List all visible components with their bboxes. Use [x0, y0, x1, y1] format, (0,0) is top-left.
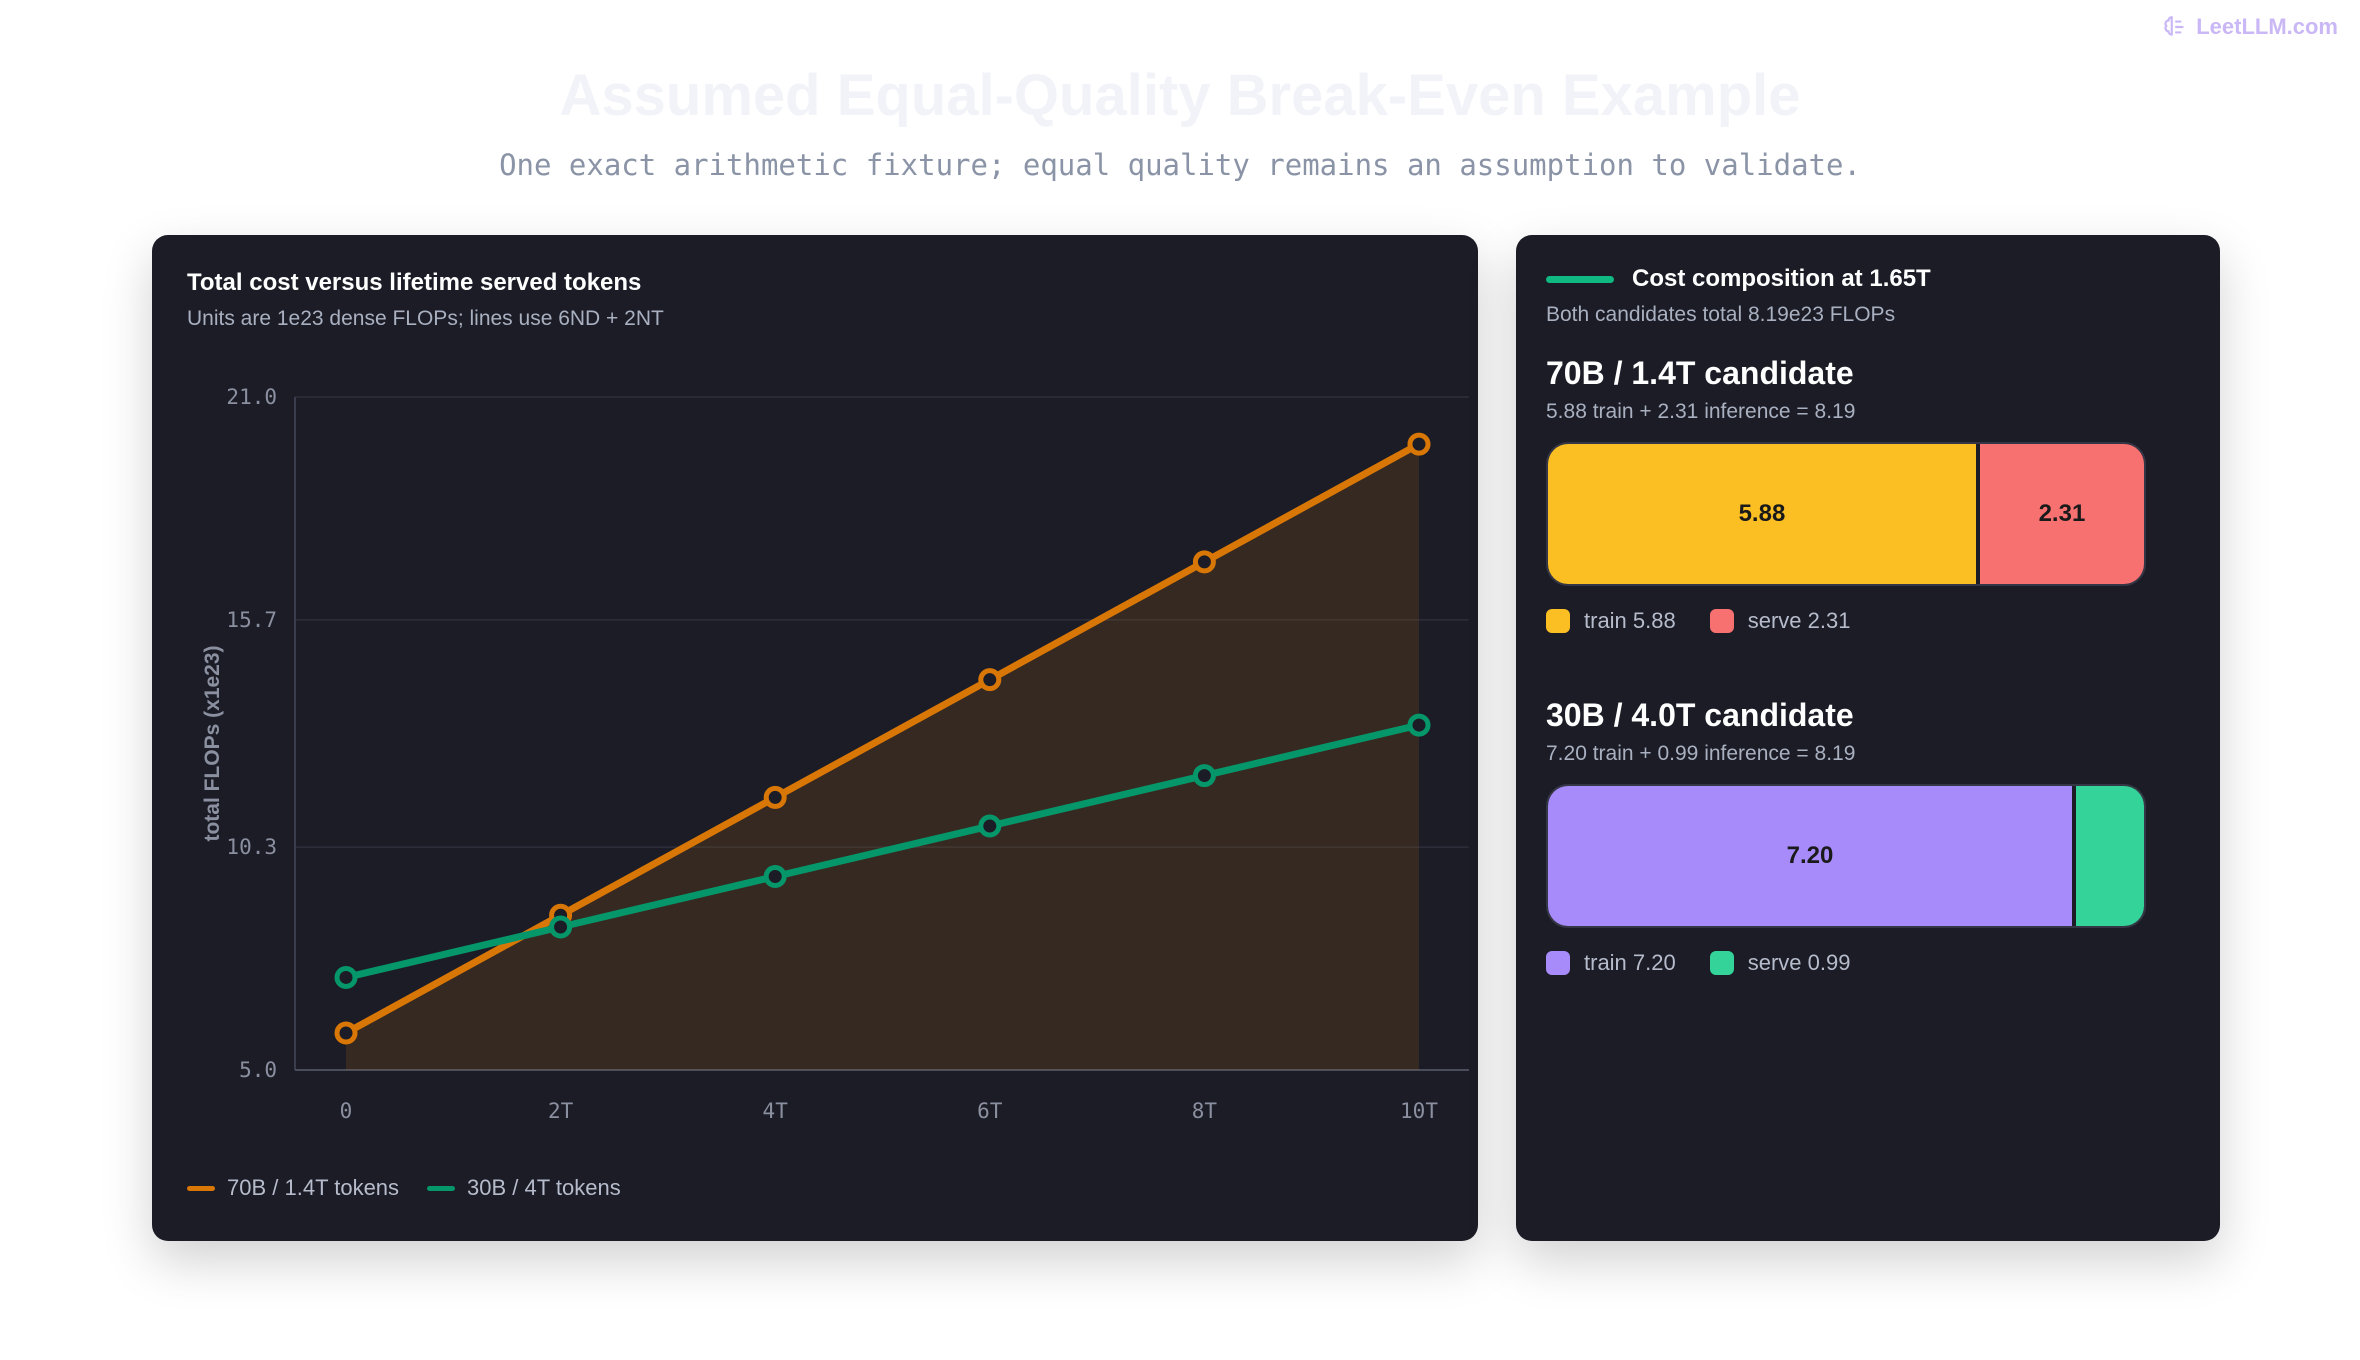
y-tick-label: 15.7 [226, 608, 277, 632]
x-tick-label: 2T [548, 1099, 574, 1123]
candidate-1: 30B / 4.0T candidate 7.20 train + 0.99 i… [1546, 697, 2150, 976]
bar-legend-label: serve 0.99 [1747, 950, 1851, 975]
x-tick-label: 10T [1400, 1099, 1438, 1123]
brand[interactable]: LeetLLM.com [2162, 14, 2338, 40]
brain-icon [2164, 16, 2184, 36]
brand-name: LeetLLM.com [2196, 14, 2338, 39]
legend-label-series-0: 70B / 1.4T tokens [227, 1175, 400, 1200]
series-1-point [549, 915, 573, 939]
bar-segment: 7.20 [1548, 786, 2072, 926]
y-tick-label: 5.0 [239, 1058, 277, 1082]
legend-swatch-series-1 [427, 1185, 456, 1191]
bar-legend-item: serve 2.31 [1709, 608, 1851, 634]
legend-swatch-series-0 [187, 1185, 215, 1191]
candidate-0: 70B / 1.4T candidate 5.88 train + 2.31 i… [1546, 355, 2150, 634]
candidate-title: 70B / 1.4T candidate [1546, 355, 1854, 391]
header-accent-line [1546, 275, 1614, 283]
series-1-point [978, 814, 1002, 838]
series-area-0 [346, 444, 1419, 1070]
y-tick-label: 10.3 [226, 835, 277, 859]
bar-legend-dot [1546, 951, 1570, 975]
series-0-point [978, 668, 1002, 692]
bar-legend-label: train 7.20 [1584, 950, 1676, 975]
cost-composition-card: Cost composition at 1.65T Both candidate… [1516, 235, 2220, 1241]
stacked-bar: 5.88 2.31 [1546, 442, 2146, 586]
series-1-point [763, 865, 787, 889]
bar-legend-item: train 7.20 [1546, 950, 1676, 976]
composition-header: Cost composition at 1.65T [1546, 265, 1931, 293]
x-tick-label: 6T [977, 1099, 1003, 1123]
series-0-point [334, 1021, 358, 1045]
candidate-equation: 5.88 train + 2.31 inference = 8.19 [1546, 400, 1856, 423]
bar-segment: 2.31 [1975, 444, 2144, 584]
series-1-point [1192, 764, 1216, 788]
bar-legend-dot [1709, 609, 1734, 633]
series-0-point [1192, 550, 1216, 574]
bar-legend-dot [1546, 609, 1570, 633]
series-1-point [1407, 713, 1431, 737]
bar-legend-item: train 5.88 [1546, 608, 1676, 634]
y-tick-label: 21.0 [226, 385, 277, 409]
x-tick-label: 0 [340, 1099, 353, 1123]
series-1-point [334, 965, 358, 989]
composition-subtitle: Both candidates total 8.19e23 FLOPs [1546, 303, 1896, 326]
composition-title: Cost composition at 1.65T [1632, 265, 1931, 292]
bar-legend-item: serve 0.99 [1709, 950, 1851, 976]
chart-title: Total cost versus lifetime served tokens [187, 269, 642, 296]
series-line-1 [342, 721, 1423, 981]
y-axis-title: total FLOPs (x1e23) [201, 645, 224, 841]
bar-legend: train 5.88 serve 2.31 [1546, 608, 2150, 634]
x-tick-label: 4T [763, 1099, 789, 1123]
bar-legend-dot [1709, 951, 1734, 975]
bar-legend-label: train 5.88 [1584, 608, 1676, 633]
bar-legend-label: serve 2.31 [1747, 608, 1851, 633]
bar-segment [2071, 786, 2144, 926]
chart-subtitle: Units are 1e23 dense FLOPs; lines use 6N… [187, 307, 664, 330]
bar-legend: train 7.20 serve 0.99 [1546, 950, 2150, 976]
line-chart: 5.0 10.3 15.7 21.0 0 2T 4T 6T 8T 10T total FLOPs (… [201, 385, 1469, 1123]
bar-segment: 5.88 [1548, 444, 1976, 584]
series-0-point [1407, 432, 1431, 456]
series-0-point [763, 785, 787, 809]
page-subtitle: One exact arithmetic fixture; equal qual… [499, 148, 1861, 182]
page-title: Assumed Equal-Quality Break-Even Example [559, 63, 1801, 128]
candidate-title: 30B / 4.0T candidate [1546, 697, 1854, 733]
candidate-equation: 7.20 train + 0.99 inference = 8.19 [1546, 742, 1856, 765]
chart-legend: 70B / 1.4T tokens 30B / 4T tokens [187, 1175, 621, 1201]
legend-label-series-1: 30B / 4T tokens [467, 1175, 621, 1200]
legend-item-series-0: 70B / 1.4T tokens [187, 1175, 399, 1201]
stacked-bar: 7.20 [1546, 784, 2146, 928]
legend-item-series-1: 30B / 4T tokens [427, 1175, 621, 1201]
line-chart-card: Total cost versus lifetime served tokens… [152, 235, 1478, 1241]
x-tick-label: 8T [1192, 1099, 1218, 1123]
